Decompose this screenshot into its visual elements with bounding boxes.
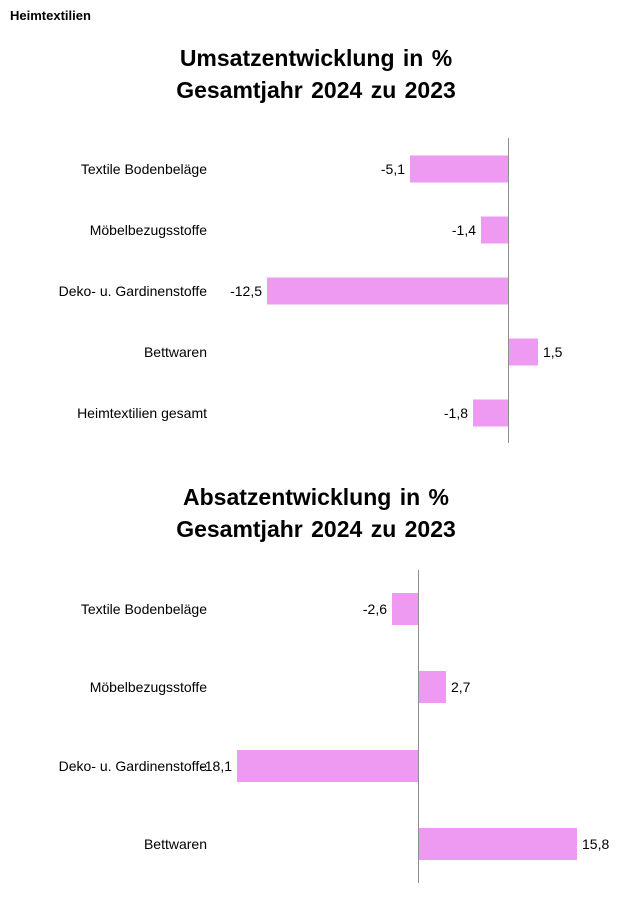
bar bbox=[473, 399, 508, 426]
value-label: 1,5 bbox=[543, 343, 563, 360]
category-label: Textile Bodenbeläge bbox=[80, 601, 207, 618]
absatz-chart-title-line2: Gesamtjahr 2024 zu 2023 bbox=[176, 516, 456, 542]
value-label: -2,6 bbox=[362, 601, 387, 618]
category-label: Bettwaren bbox=[143, 343, 207, 360]
value-label: 2,7 bbox=[451, 679, 471, 696]
category-label: Deko- u. Gardinenstoffe bbox=[58, 282, 207, 299]
value-label: -12,5 bbox=[230, 282, 262, 299]
category-label: Heimtextilien gesamt bbox=[77, 404, 207, 421]
page-title: Heimtextilien bbox=[10, 8, 91, 23]
value-label: -18,1 bbox=[200, 757, 232, 774]
bar bbox=[237, 749, 418, 782]
bar bbox=[481, 216, 508, 243]
category-label: Textile Bodenbeläge bbox=[80, 160, 207, 177]
y-axis-line bbox=[508, 138, 509, 443]
bar bbox=[267, 277, 508, 304]
category-label: Möbelbezugsstoffe bbox=[89, 679, 207, 696]
value-label: -5,1 bbox=[380, 160, 405, 177]
y-axis-line bbox=[418, 570, 419, 883]
bar bbox=[419, 671, 446, 704]
absatz-chart-title: Absatzentwicklung in % Gesamtjahr 2024 z… bbox=[0, 481, 632, 545]
absatz-chart-title-line1: Absatzentwicklung in % bbox=[183, 484, 449, 510]
category-label: Deko- u. Gardinenstoffe bbox=[58, 757, 207, 774]
value-label: 15,8 bbox=[582, 835, 610, 852]
bar bbox=[419, 827, 577, 860]
bar bbox=[392, 593, 418, 626]
value-label: -1,8 bbox=[443, 404, 468, 421]
category-label: Bettwaren bbox=[143, 835, 207, 852]
umsatz-chart-title-line1: Umsatzentwicklung in % bbox=[179, 45, 453, 71]
bar bbox=[410, 155, 508, 182]
umsatz-chart-title: Umsatzentwicklung in % Gesamtjahr 2024 z… bbox=[0, 42, 632, 106]
bar bbox=[509, 338, 538, 365]
category-label: Möbelbezugsstoffe bbox=[89, 221, 207, 238]
value-label: -1,4 bbox=[451, 221, 476, 238]
umsatz-chart-title-line2: Gesamtjahr 2024 zu 2023 bbox=[176, 77, 456, 103]
